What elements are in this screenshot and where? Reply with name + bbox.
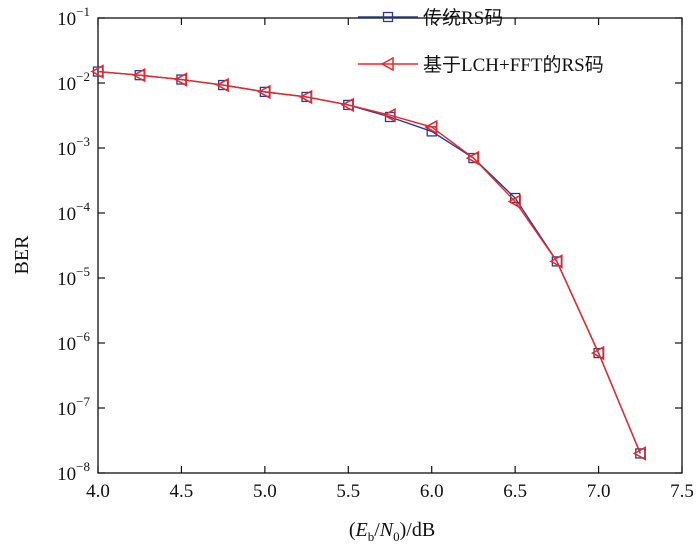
y-tick-exponent: −2 [76,69,90,84]
x-tick-label: 4.5 [170,481,194,502]
y-tick-exponent: −1 [76,4,90,19]
data-point [632,446,647,461]
y-tick-base: 10 [57,269,76,290]
x-label-slash: / [374,519,380,541]
x-tick-label: 6.5 [503,481,527,502]
x-label-n: N [379,519,395,541]
x-label-n-sub: 0 [393,529,400,544]
y-tick-base: 10 [57,9,76,30]
data-point [382,107,396,123]
data-point [549,254,563,269]
x-label-e: E [354,519,367,541]
y-tick-base: 10 [57,139,76,160]
y-tick-base: 10 [57,74,76,95]
y-axis-label: BER [11,235,33,275]
data-point [90,64,104,79]
x-label-e-sub: b [368,529,375,544]
data-point [507,194,521,209]
y-tick-exponent: −4 [76,199,90,214]
y-tick-label: 10−2 [57,69,90,95]
series-2 [90,64,647,461]
legend-marker [380,56,394,72]
legend-label: 传统RS码 [423,7,503,29]
data-point [465,150,480,166]
data-point [215,77,229,93]
y-tick-label: 10−4 [57,199,90,225]
y-tick-base: 10 [57,399,76,420]
data-point [132,67,146,83]
y-tick-base: 10 [57,334,76,355]
y-tick-label: 10−3 [57,134,90,160]
x-tick-label: 7.5 [670,481,694,502]
data-point [591,345,605,361]
x-tick-label: 6.0 [420,481,444,502]
x-tick-label: 4.0 [86,481,110,502]
series-line [97,70,641,454]
y-tick-exponent: −6 [76,329,90,344]
legend-marker [382,11,394,23]
x-tick-label: 7.0 [587,481,611,502]
y-tick-exponent: −5 [76,264,90,279]
data-point [340,97,355,113]
y-tick-label: 10−6 [57,329,90,355]
series-layer [90,64,647,461]
plot-axes [97,17,683,474]
y-tick-label: 10−1 [57,4,90,30]
x-label-prefix: ( [349,519,356,541]
y-tick-exponent: −7 [76,394,90,409]
x-axis-ticks: 4.0 4.5 5.0 5.5 6.0 6.5 7.0 7.5 [86,18,694,502]
x-axis-label: (Eb/N0)/dB [349,519,435,544]
y-tick-label: 10−5 [57,264,90,290]
data-point [173,72,188,87]
legend-item-1: 传统RS码 [358,7,503,29]
data-point [424,119,438,135]
y-tick-base: 10 [57,204,76,225]
y-tick-base: 10 [57,464,76,485]
y-tick-label: 10−8 [57,459,90,485]
y-tick-label: 10−7 [57,394,90,420]
data-point [257,84,271,100]
x-tick-label: 5.5 [336,481,360,502]
y-tick-exponent: −3 [76,134,90,149]
y-tick-exponent: −8 [76,459,90,474]
legend-item-2: 基于LCH+FFT的RS码 [358,54,604,76]
x-tick-label: 5.0 [253,481,277,502]
data-point [299,89,313,105]
plot-frame [97,17,683,474]
x-label-suffix: )/dB [400,519,436,541]
y-axis-ticks: 10−110−210−310−410−510−610−710−8 [57,4,682,485]
legend-label: 基于LCH+FFT的RS码 [423,54,604,76]
series-line [97,70,641,454]
